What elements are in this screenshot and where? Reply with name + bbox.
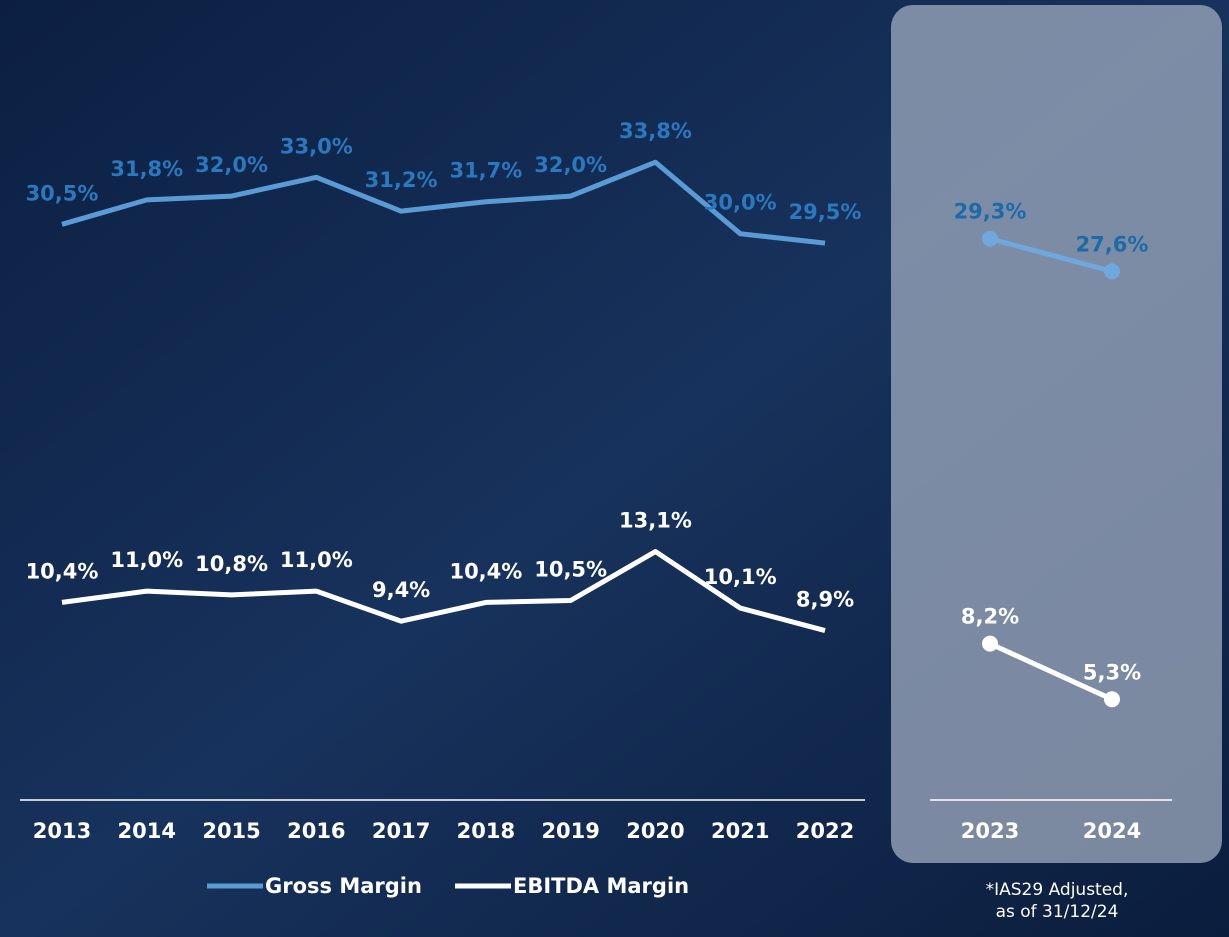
data-label: 29,3% xyxy=(954,200,1027,224)
data-label: 5,3% xyxy=(1083,660,1141,684)
data-label: 30,5% xyxy=(26,181,99,205)
x-tick-label: 2018 xyxy=(457,819,515,843)
data-label: 10,4% xyxy=(449,559,522,583)
point xyxy=(1104,263,1120,280)
point xyxy=(1104,691,1120,708)
data-label: 30,0% xyxy=(704,191,777,215)
point xyxy=(982,635,998,652)
data-label: 9,4% xyxy=(372,578,430,602)
data-label: 11,0% xyxy=(280,548,353,572)
data-label: 29,5% xyxy=(789,200,862,224)
legend-label: Gross Margin xyxy=(265,874,422,898)
series-line xyxy=(61,159,826,246)
x-tick-label: 2016 xyxy=(287,819,345,843)
data-label: 10,1% xyxy=(704,565,777,589)
x-tick-label: 2019 xyxy=(541,819,599,843)
legend-label: EBITDA Margin xyxy=(513,874,689,898)
x-tick-label: 2014 xyxy=(118,819,176,843)
data-label: 31,8% xyxy=(110,157,183,181)
x-tick-label: 2013 xyxy=(33,819,91,843)
footnote: *IAS29 Adjusted, xyxy=(986,880,1129,900)
data-label: 10,4% xyxy=(26,559,99,583)
data-label: 31,7% xyxy=(449,159,522,183)
data-label: 13,1% xyxy=(619,509,692,533)
x-tick-label: 2023 xyxy=(961,819,1019,843)
data-label: 10,8% xyxy=(195,552,268,576)
x-tick-label: 2017 xyxy=(372,819,430,843)
data-label: 8,9% xyxy=(796,588,854,612)
data-label: 11,0% xyxy=(110,548,183,572)
data-label: 32,0% xyxy=(195,153,268,177)
highlight-panel xyxy=(891,5,1222,863)
series-line xyxy=(988,641,1114,702)
data-label: 27,6% xyxy=(1076,232,1149,256)
series-line xyxy=(989,236,1113,274)
data-label: 33,0% xyxy=(280,134,353,158)
data-label: 31,2% xyxy=(365,168,438,192)
x-tick-label: 2022 xyxy=(796,819,854,843)
x-tick-label: 2020 xyxy=(626,819,684,843)
data-label: 32,0% xyxy=(534,153,607,177)
x-tick-label: 2024 xyxy=(1083,819,1141,843)
footnote: as of 31/12/24 xyxy=(996,902,1119,922)
point xyxy=(982,230,998,247)
x-tick-label: 2021 xyxy=(711,819,769,843)
x-tick-label: 2015 xyxy=(202,819,260,843)
data-label: 8,2% xyxy=(961,605,1019,629)
series-line xyxy=(61,549,826,634)
data-label: 10,5% xyxy=(534,558,607,582)
data-label: 33,8% xyxy=(619,119,692,143)
